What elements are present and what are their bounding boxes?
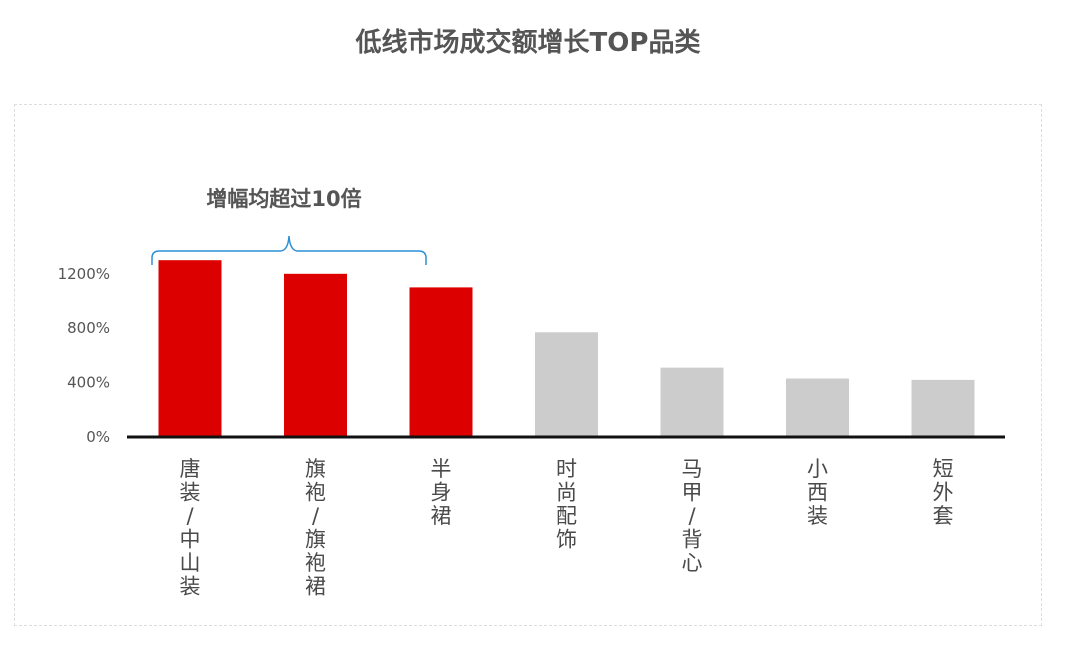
category-label-4: 马甲/背心 xyxy=(682,457,703,575)
y-tick-label-2: 800% xyxy=(67,319,110,337)
annotation-bracket xyxy=(151,235,427,265)
bar-4 xyxy=(660,367,724,437)
category-label-0: 唐装/中山装 xyxy=(180,457,201,599)
chart-title: 低线市场成交额增长TOP品类 xyxy=(355,28,701,58)
category-label-2: 半身裙 xyxy=(431,457,452,528)
bar-0 xyxy=(158,260,222,437)
y-tick-label-3: 1200% xyxy=(58,265,110,283)
bar-1 xyxy=(284,273,347,437)
category-label-1: 旗袍/旗袍裙 xyxy=(305,457,326,599)
bar-2 xyxy=(409,287,473,437)
category-label-6: 短外套 xyxy=(933,457,954,528)
annotation-text: 增幅均超过10倍 xyxy=(206,187,361,211)
y-tick-labels: 0% 400% 800% 1200% xyxy=(58,265,110,446)
bar-6 xyxy=(911,379,975,437)
y-tick-label-0: 0% xyxy=(86,428,110,446)
category-labels: 唐装/中山装 旗袍/旗袍裙 半身裙 时尚配饰 马甲/背心 小西装 短外套 xyxy=(180,457,954,599)
category-label-5: 小西装 xyxy=(807,457,828,528)
bar-3 xyxy=(535,332,598,437)
bar-5 xyxy=(786,378,849,437)
chart-frame xyxy=(14,104,1042,626)
bars-group xyxy=(158,260,975,437)
category-label-3: 时尚配饰 xyxy=(556,457,577,552)
y-tick-label-1: 400% xyxy=(67,374,110,392)
